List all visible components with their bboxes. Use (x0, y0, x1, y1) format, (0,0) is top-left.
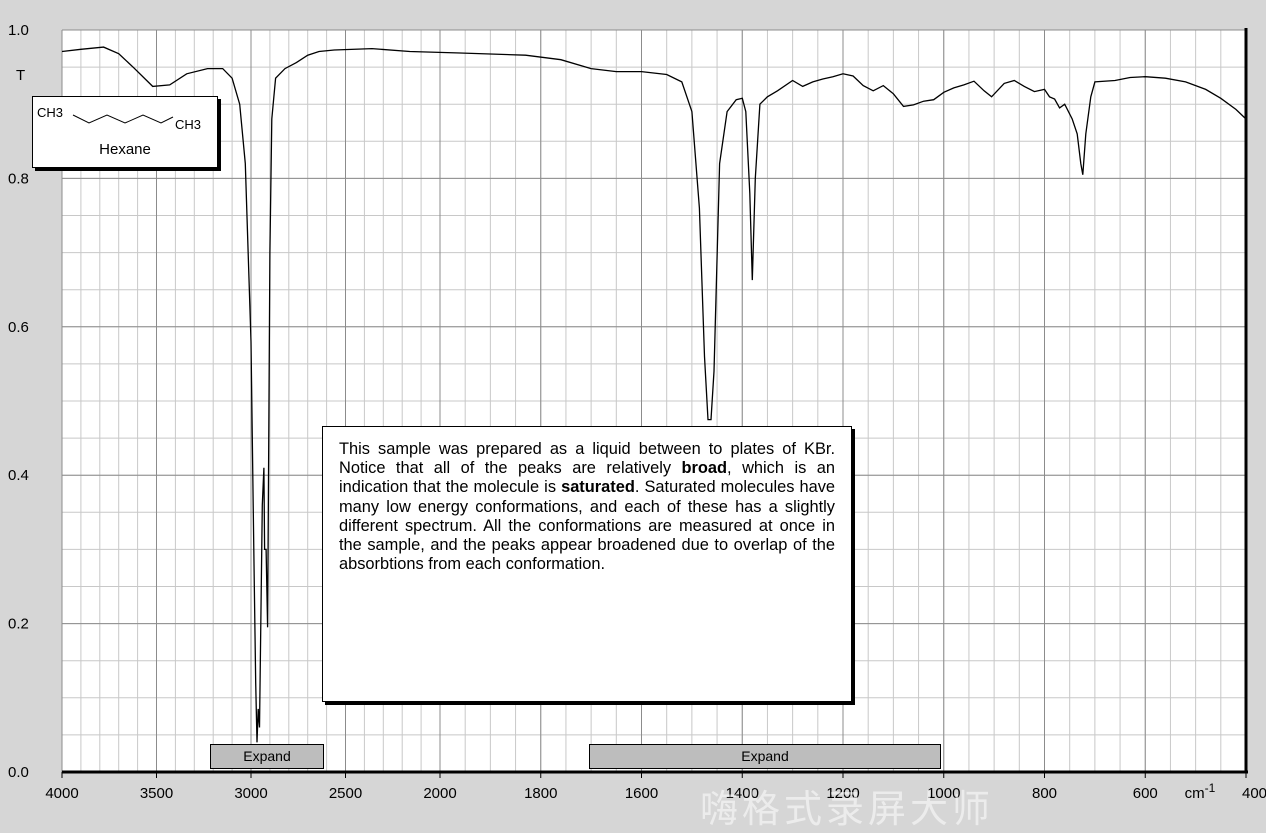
series-layer (61, 46, 1247, 743)
x-axis-unit-label: cm-1 (1185, 781, 1216, 802)
grid-major (61, 29, 1247, 773)
x-tick-label: 400 (1242, 785, 1266, 802)
expand-button-right[interactable]: Expand (589, 744, 941, 769)
formula-left: CH3 (37, 105, 64, 120)
y-axis-label: T (16, 67, 25, 84)
note-text: . Saturated molecules have many low ener… (339, 478, 835, 574)
watermark: 嗨格式录屏大师 (700, 787, 995, 831)
molecule-name: Hexane (99, 141, 151, 158)
note-text: , which is an indication that the molecu… (339, 459, 835, 497)
hexane-skeleton (72, 114, 174, 124)
x-tick-label: 2000 (423, 785, 456, 802)
molecule-structure-box: CH3 CH3 Hexane (32, 96, 218, 168)
x-tick-label: 1600 (625, 785, 658, 802)
formula-right: CH3 (175, 117, 202, 132)
y-tick-label: 0.2 (8, 616, 29, 633)
y-tick-label: 1.0 (8, 22, 29, 39)
note-emphasis: broad (681, 459, 728, 478)
y-tick-label: 0.6 (8, 319, 29, 336)
y-tick-label: 0.8 (8, 170, 29, 187)
note-text: This sample was prepared as a liquid bet… (339, 440, 835, 478)
x-tick-label: 1200 (826, 785, 859, 802)
x-tick-label: 1000 (927, 785, 960, 802)
y-tick-label: 0.0 (8, 764, 29, 781)
x-tick-label: 800 (1032, 785, 1057, 802)
spectrum-line (61, 46, 1247, 743)
x-tick-label: 3000 (234, 785, 267, 802)
x-tick-label: 4000 (45, 785, 78, 802)
expand-button-left[interactable]: Expand (210, 744, 324, 769)
note-emphasis: saturated (561, 478, 635, 497)
x-tick-label: 2500 (329, 785, 362, 802)
axes (61, 28, 1248, 778)
y-tick-label: 0.4 (8, 467, 29, 484)
x-tick-label: 1400 (726, 785, 759, 802)
x-tick-label: 600 (1133, 785, 1158, 802)
x-tick-label: 3500 (140, 785, 173, 802)
explanation-note: This sample was prepared as a liquid bet… (322, 426, 852, 702)
tick-labels: 4000 3500 3000 2500 2000 1800 1600 1400 1200 1000… (8, 22, 1266, 802)
x-tick-label: 1800 (524, 785, 557, 802)
